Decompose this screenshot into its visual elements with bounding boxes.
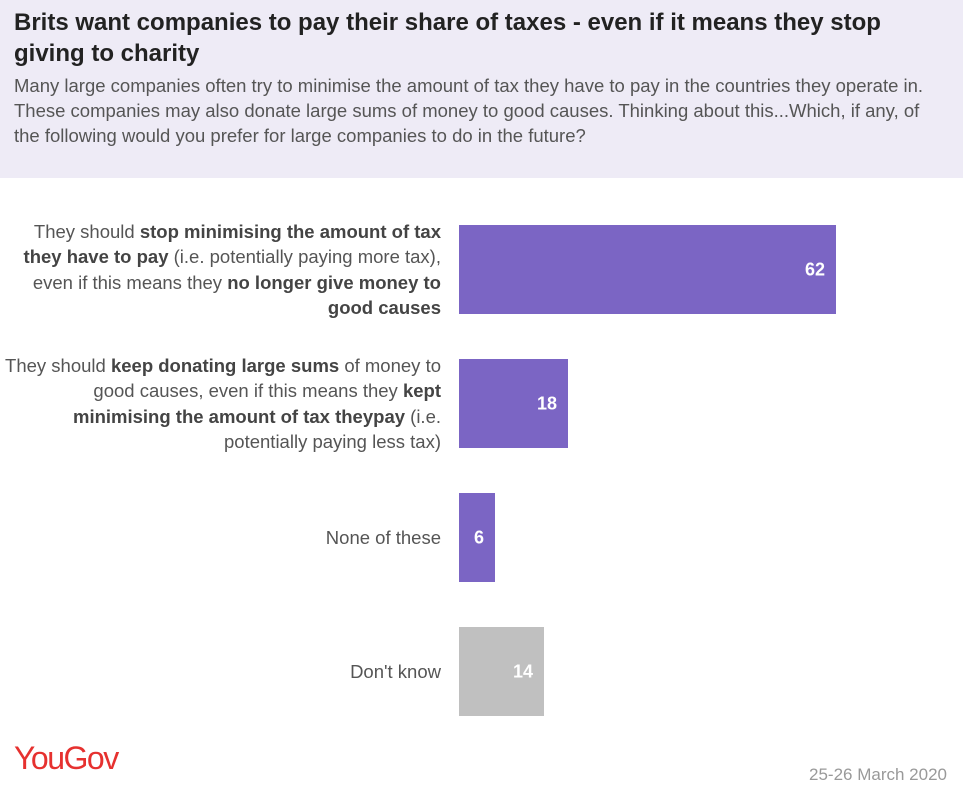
- bar: 18: [459, 359, 568, 448]
- category-label: They should keep donating large sums of …: [1, 353, 441, 455]
- category-label-part: of money to good causes, even if this me…: [93, 354, 441, 402]
- chart-header: Brits want companies to pay their share …: [0, 0, 963, 178]
- category-label-part: kept minimising the amount of tax theypa…: [73, 380, 441, 427]
- category-label-part: None of these: [325, 526, 441, 548]
- category-label-part: no longer give money to good causes: [227, 271, 441, 319]
- bar-value-label: 18: [536, 393, 557, 413]
- category-label-part: Don't know: [350, 660, 441, 682]
- category-label-part: (i.e. potentially paying more tax), even…: [32, 246, 441, 293]
- bar-value-label: 62: [804, 259, 825, 279]
- bar-value-label: 14: [512, 661, 533, 681]
- chart-subtitle: Many large companies often try to minimi…: [14, 75, 924, 146]
- category-label-part: They should: [33, 220, 140, 242]
- bar: 14: [459, 627, 544, 716]
- survey-date: 25-26 March 2020: [809, 765, 947, 784]
- bar-value-label: 6: [473, 527, 484, 547]
- category-label: They should stop minimising the amount o…: [1, 219, 441, 321]
- category-label-part: keep donating large sums: [110, 354, 340, 376]
- chart-title: Brits want companies to pay their share …: [14, 9, 881, 67]
- category-label: None of these: [1, 525, 441, 551]
- bar: 6: [459, 493, 495, 582]
- category-label: Don't know: [1, 659, 441, 685]
- category-label-part: They should: [5, 354, 111, 376]
- category-label-part: stop minimising the amount of tax they h…: [23, 220, 441, 268]
- category-label-part: (i.e. potentially paying less tax): [224, 405, 441, 453]
- bar: 62: [459, 225, 836, 314]
- yougov-logo: YouGov: [14, 740, 119, 776]
